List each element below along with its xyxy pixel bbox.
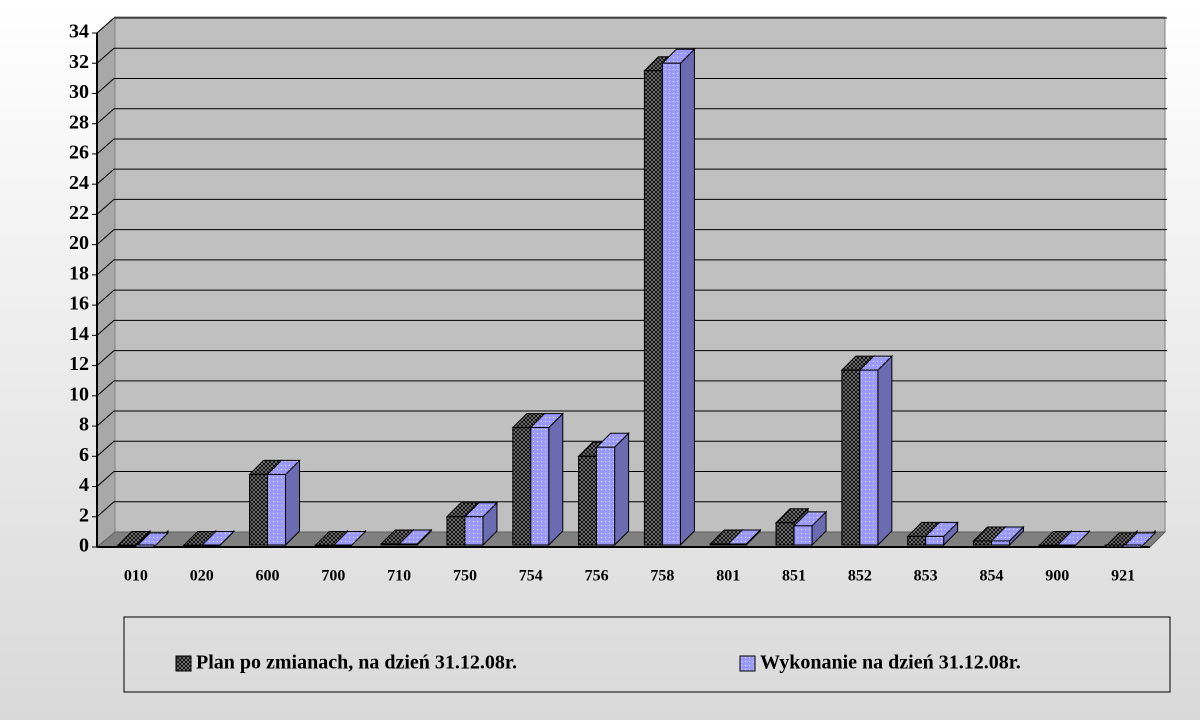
grid-line <box>96 350 115 366</box>
bar <box>643 70 663 546</box>
grid-line <box>96 47 115 64</box>
bar <box>249 473 269 546</box>
grid-line <box>96 17 115 34</box>
y-tick-label: 20 <box>69 232 89 254</box>
side-wall <box>96 15 116 549</box>
y-tick-label: 26 <box>69 142 89 164</box>
bar <box>398 543 418 546</box>
x-tick-label: 010 <box>124 568 148 585</box>
x-tick-label: 750 <box>453 568 477 585</box>
grid-line <box>96 108 115 125</box>
bar <box>596 446 616 546</box>
x-tick-label: 756 <box>585 568 609 585</box>
grid-line <box>96 199 115 215</box>
x-tick-label: 710 <box>387 568 411 585</box>
bar-side <box>548 412 564 547</box>
bar <box>135 544 155 548</box>
y-tick-label: 30 <box>69 81 89 103</box>
x-tick-label: 020 <box>190 568 214 585</box>
bar <box>530 427 550 546</box>
grid-line <box>96 259 115 276</box>
bar <box>793 525 813 546</box>
y-tick-label: 0 <box>79 535 89 557</box>
bar <box>267 473 287 546</box>
bar-side <box>679 48 695 547</box>
bar-side <box>285 459 301 547</box>
bar <box>775 522 795 546</box>
y-tick-label: 18 <box>69 262 89 284</box>
bar <box>1104 544 1124 548</box>
bar <box>380 543 400 546</box>
x-tick-label: 853 <box>914 568 938 585</box>
bar-side <box>877 354 893 547</box>
grid-line <box>96 78 115 94</box>
bar <box>727 543 747 546</box>
y-tick-label: 32 <box>69 51 89 73</box>
y-tick-label: 24 <box>69 172 89 194</box>
grid-line <box>96 319 115 336</box>
x-tick-label: 852 <box>848 568 872 585</box>
grid-line <box>96 471 115 487</box>
grid-line <box>96 138 115 155</box>
y-tick-label: 34 <box>69 21 89 43</box>
y-tick-label: 12 <box>69 353 89 375</box>
grid-line <box>96 440 115 457</box>
bar <box>990 540 1010 546</box>
bar <box>464 516 484 546</box>
y-tick-label: 16 <box>69 293 89 315</box>
y-tick-label: 22 <box>69 202 89 224</box>
grid-line <box>96 229 115 246</box>
x-tick-label: 921 <box>1111 568 1135 585</box>
grid-line <box>96 168 115 185</box>
grid-line <box>96 501 115 518</box>
y-tick-label: 14 <box>69 323 89 345</box>
bar <box>512 427 532 546</box>
x-tick-label: 900 <box>1045 568 1069 585</box>
x-tick-label: 754 <box>519 568 543 585</box>
bar <box>578 455 598 546</box>
x-tick-label: 600 <box>256 568 280 585</box>
bar <box>446 516 466 546</box>
x-tick-label: 851 <box>782 568 806 585</box>
bar <box>925 535 945 546</box>
bar <box>841 369 861 546</box>
x-tick-label: 801 <box>716 568 740 585</box>
x-tick-label: 700 <box>321 568 345 585</box>
y-tick-label: 28 <box>69 111 89 133</box>
x-tick-label: 854 <box>979 568 1003 585</box>
bar <box>859 369 879 546</box>
grid-line <box>96 380 115 397</box>
y-tick-label: 10 <box>69 383 89 405</box>
grid-line <box>96 410 115 427</box>
legend-label: Plan po zmianach, na dzień 31.12.08r. <box>196 652 517 674</box>
bar <box>661 62 681 546</box>
legend-box <box>123 616 1171 693</box>
bar <box>972 540 992 546</box>
y-tick-label: 2 <box>79 504 89 526</box>
legend-swatch <box>175 655 192 672</box>
back-wall <box>114 16 1166 533</box>
y-tick-label: 6 <box>79 444 89 466</box>
bar <box>907 535 927 546</box>
x-tick-label: 758 <box>650 568 674 585</box>
bar-side <box>614 432 630 547</box>
bar <box>709 543 729 546</box>
bar <box>1122 544 1142 548</box>
y-tick-label: 4 <box>79 474 89 496</box>
y-tick-label: 8 <box>79 414 89 436</box>
legend-swatch <box>739 655 756 672</box>
legend-label: Wykonanie na dzień 31.12.08r. <box>760 652 1021 674</box>
grid-line <box>96 289 115 306</box>
